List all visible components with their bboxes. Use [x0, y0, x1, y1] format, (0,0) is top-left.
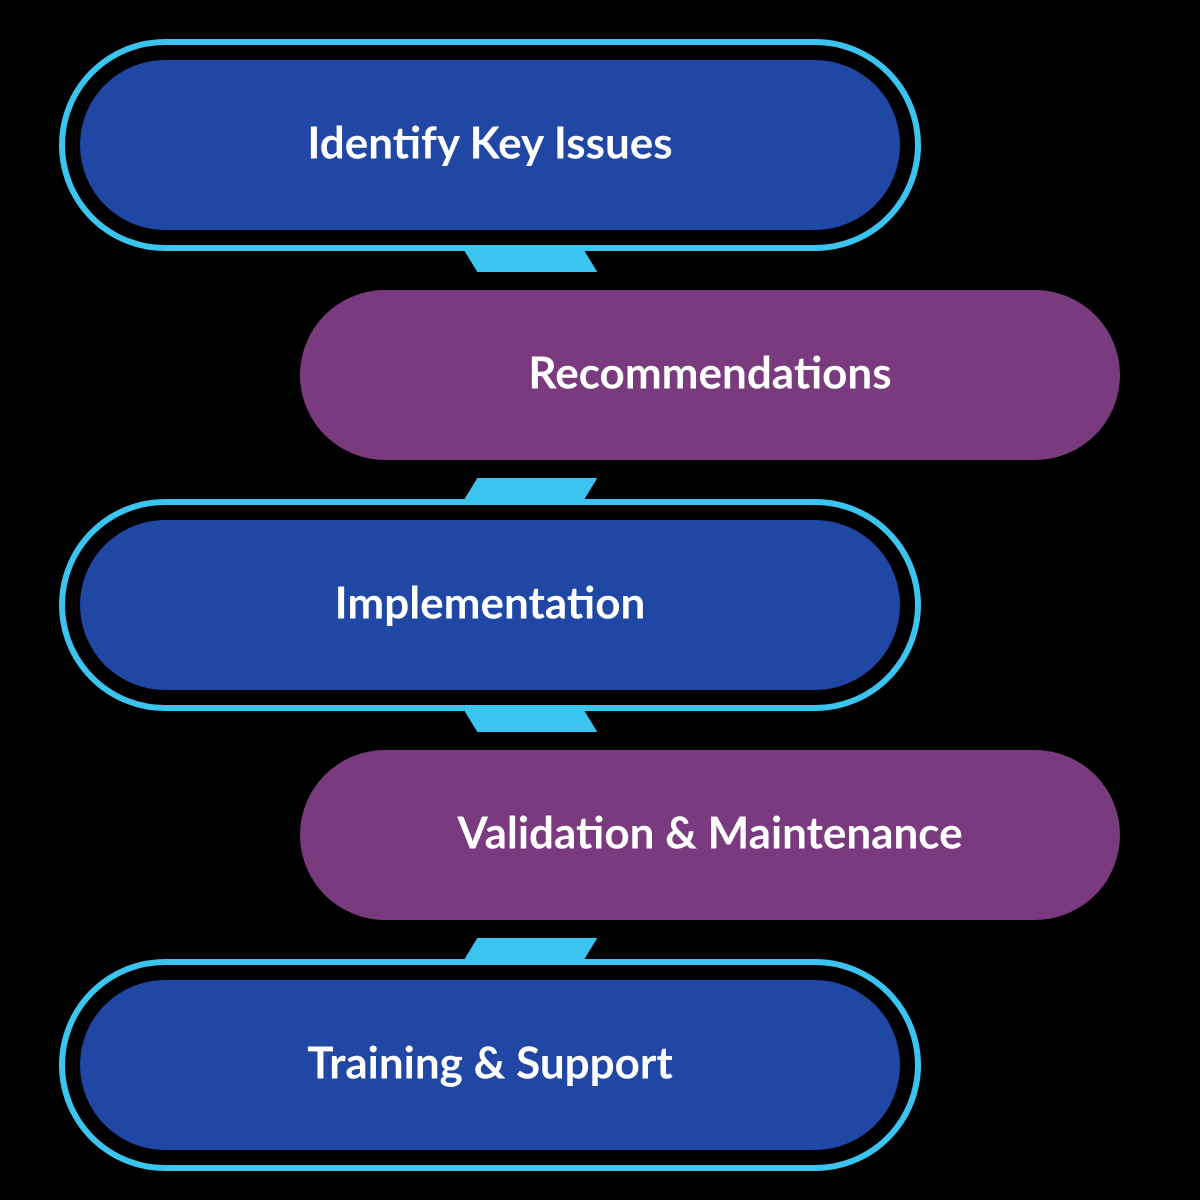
step-label-1: Identify Key Issues — [307, 116, 672, 168]
step-label-5: Training & Support — [307, 1036, 673, 1088]
step-label-3: Implementation — [335, 576, 646, 628]
process-flow-diagram: Identify Key Issues Recommendations Implem… — [0, 0, 1200, 1200]
step-label-2: Recommendations — [528, 346, 891, 398]
step-label-4: Validation & Maintenance — [456, 806, 962, 858]
